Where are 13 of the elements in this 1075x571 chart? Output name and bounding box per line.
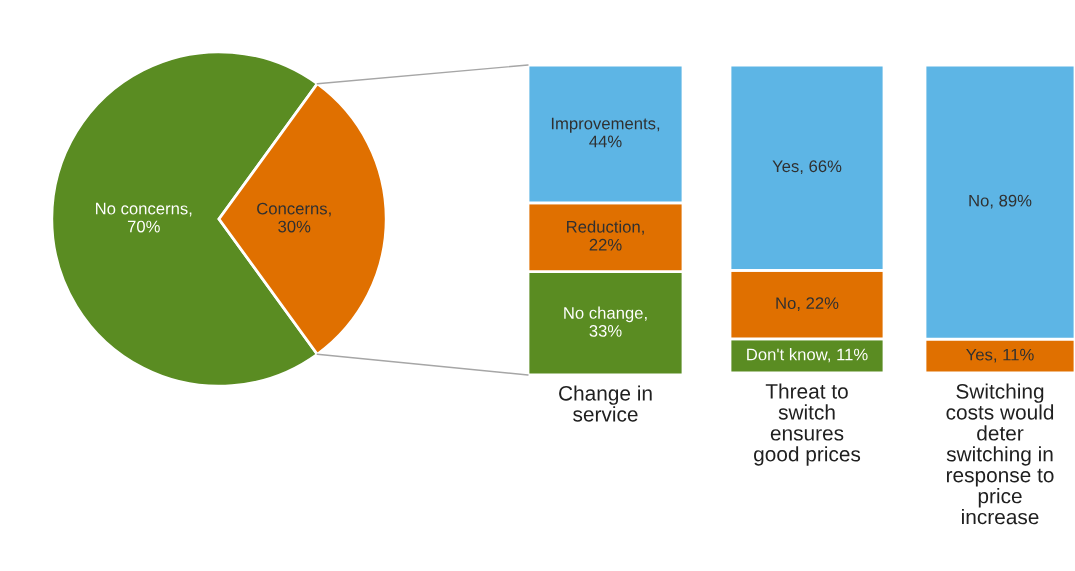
x-axis-title: Threat to switch ensures good prices xyxy=(754,383,861,466)
data-label: Yes, 11% xyxy=(966,348,1034,363)
data-label: No, 22% xyxy=(776,297,839,311)
data-label: No concerns, 70% xyxy=(96,202,192,233)
data-label: Don't know, 11% xyxy=(747,348,868,363)
data-label: Reduction, 22% xyxy=(567,220,644,251)
data-label: Yes, 66% xyxy=(772,160,842,175)
data-label: No, 89% xyxy=(969,194,1032,209)
data-label: No change, 33% xyxy=(564,306,647,337)
data-label: Concerns, 30% xyxy=(257,202,331,233)
x-axis-title: Switching costs would deter switching in response to price increase xyxy=(946,383,1054,525)
data-label: Improvements, 44% xyxy=(551,117,660,148)
x-axis-title: Change in service xyxy=(559,385,652,422)
